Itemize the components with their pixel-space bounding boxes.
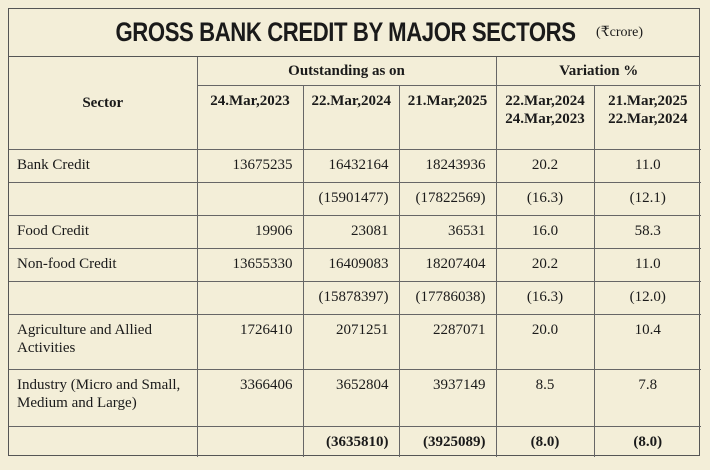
value-2025-cell: 18207404: [398, 248, 497, 282]
variation-2-cell: 10.4: [593, 314, 702, 370]
variation-header-2-line2: 22.Mar,2024: [608, 111, 688, 127]
value-2023-cell: 13655330: [196, 248, 304, 282]
variation-1-cell: 20.2: [495, 248, 595, 282]
table-row: Non-food Credit 13655330 16409083 182074…: [9, 248, 702, 282]
value-2023-cell: [196, 182, 304, 216]
header-row-groups: Sector Outstanding as on Variation %: [9, 57, 702, 150]
value-2024-cell: 16409083: [302, 248, 400, 282]
variation-header-1-line2: 24.Mar,2023: [505, 111, 585, 127]
credit-table-panel: GROSS BANK CREDIT BY MAJOR SECTORS (₹cro…: [8, 8, 702, 457]
table-title: GROSS BANK CREDIT BY MAJOR SECTORS (₹cro…: [9, 9, 699, 57]
date-header-2023: 24.Mar,2023: [197, 85, 304, 150]
table-row: Food Credit 19906 23081 36531 16.0 58.3: [9, 215, 702, 249]
variation-header-2: 21.Mar,2025 22.Mar,2024: [593, 85, 702, 150]
sector-cell: Bank Credit: [9, 149, 198, 183]
value-2023-cell: [196, 426, 304, 457]
value-2023-cell: 13675235: [196, 149, 304, 183]
value-2025-cell: 18243936: [398, 149, 497, 183]
table-row: (15878397) (17786038) (16.3) (12.0): [9, 281, 702, 315]
sector-cell: Agriculture and Allied Activities: [9, 314, 198, 370]
variation-2-cell: (8.0): [593, 426, 702, 457]
sector-header: Sector: [9, 57, 198, 150]
title-main: GROSS BANK CREDIT BY MAJOR SECTORS: [115, 17, 576, 47]
variation-header-2-line1: 21.Mar,2025: [608, 93, 688, 109]
sector-cell: Non-food Credit: [9, 248, 198, 282]
variation-2-cell: (12.0): [593, 281, 702, 315]
variation-1-cell: 8.5: [495, 369, 595, 427]
value-2024-cell: 3652804: [302, 369, 400, 427]
value-2023-cell: [196, 281, 304, 315]
title-unit: (₹crore): [596, 25, 644, 40]
value-2023-cell: 1726410: [196, 314, 304, 370]
outstanding-group-header: Outstanding as on: [196, 57, 497, 86]
variation-2-cell: 58.3: [593, 215, 702, 249]
sector-cell: Industry (Micro and Small, Medium and La…: [9, 369, 198, 427]
value-2025-cell: (3925089): [398, 426, 497, 457]
value-2025-cell: 36531: [398, 215, 497, 249]
value-2024-cell: (15901477): [302, 182, 400, 216]
value-2023-cell: 3366406: [196, 369, 304, 427]
variation-2-cell: 11.0: [593, 248, 702, 282]
value-2024-cell: (15878397): [302, 281, 400, 315]
date-header-2024: 22.Mar,2024: [302, 85, 400, 150]
value-2023-cell: 19906: [196, 215, 304, 249]
value-2025-cell: (17822569): [398, 182, 497, 216]
value-2024-cell: (3635810): [302, 426, 400, 457]
value-2025-cell: (17786038): [398, 281, 497, 315]
variation-1-cell: 16.0: [495, 215, 595, 249]
date-header-2025: 21.Mar,2025: [398, 85, 497, 150]
table-row: (3635810) (3925089) (8.0) (8.0): [9, 426, 702, 457]
variation-1-cell: (8.0): [495, 426, 595, 457]
value-2024-cell: 16432164: [302, 149, 400, 183]
table-row: Agriculture and Allied Activities 172641…: [9, 314, 702, 370]
variation-1-cell: 20.0: [495, 314, 595, 370]
variation-group-header: Variation %: [495, 57, 702, 86]
variation-header-1-line1: 22.Mar,2024: [505, 93, 585, 109]
table-row: (15901477) (17822569) (16.3) (12.1): [9, 182, 702, 216]
value-2024-cell: 2071251: [302, 314, 400, 370]
variation-2-cell: (12.1): [593, 182, 702, 216]
variation-1-cell: (16.3): [495, 182, 595, 216]
variation-header-1: 22.Mar,2024 24.Mar,2023: [495, 85, 595, 150]
value-2024-cell: 23081: [302, 215, 400, 249]
variation-1-cell: 20.2: [495, 149, 595, 183]
sector-cell: [9, 426, 198, 457]
sector-cell: [9, 182, 198, 216]
variation-2-cell: 11.0: [593, 149, 702, 183]
sector-cell: Food Credit: [9, 215, 198, 249]
table-row: Industry (Micro and Small, Medium and La…: [9, 369, 702, 427]
table-row: Bank Credit 13675235 16432164 18243936 2…: [9, 149, 702, 183]
value-2025-cell: 2287071: [398, 314, 497, 370]
credit-table: Sector Outstanding as on Variation % 24.…: [9, 57, 702, 457]
variation-1-cell: (16.3): [495, 281, 595, 315]
variation-2-cell: 7.8: [593, 369, 702, 427]
sector-cell: [9, 281, 198, 315]
value-2025-cell: 3937149: [398, 369, 497, 427]
